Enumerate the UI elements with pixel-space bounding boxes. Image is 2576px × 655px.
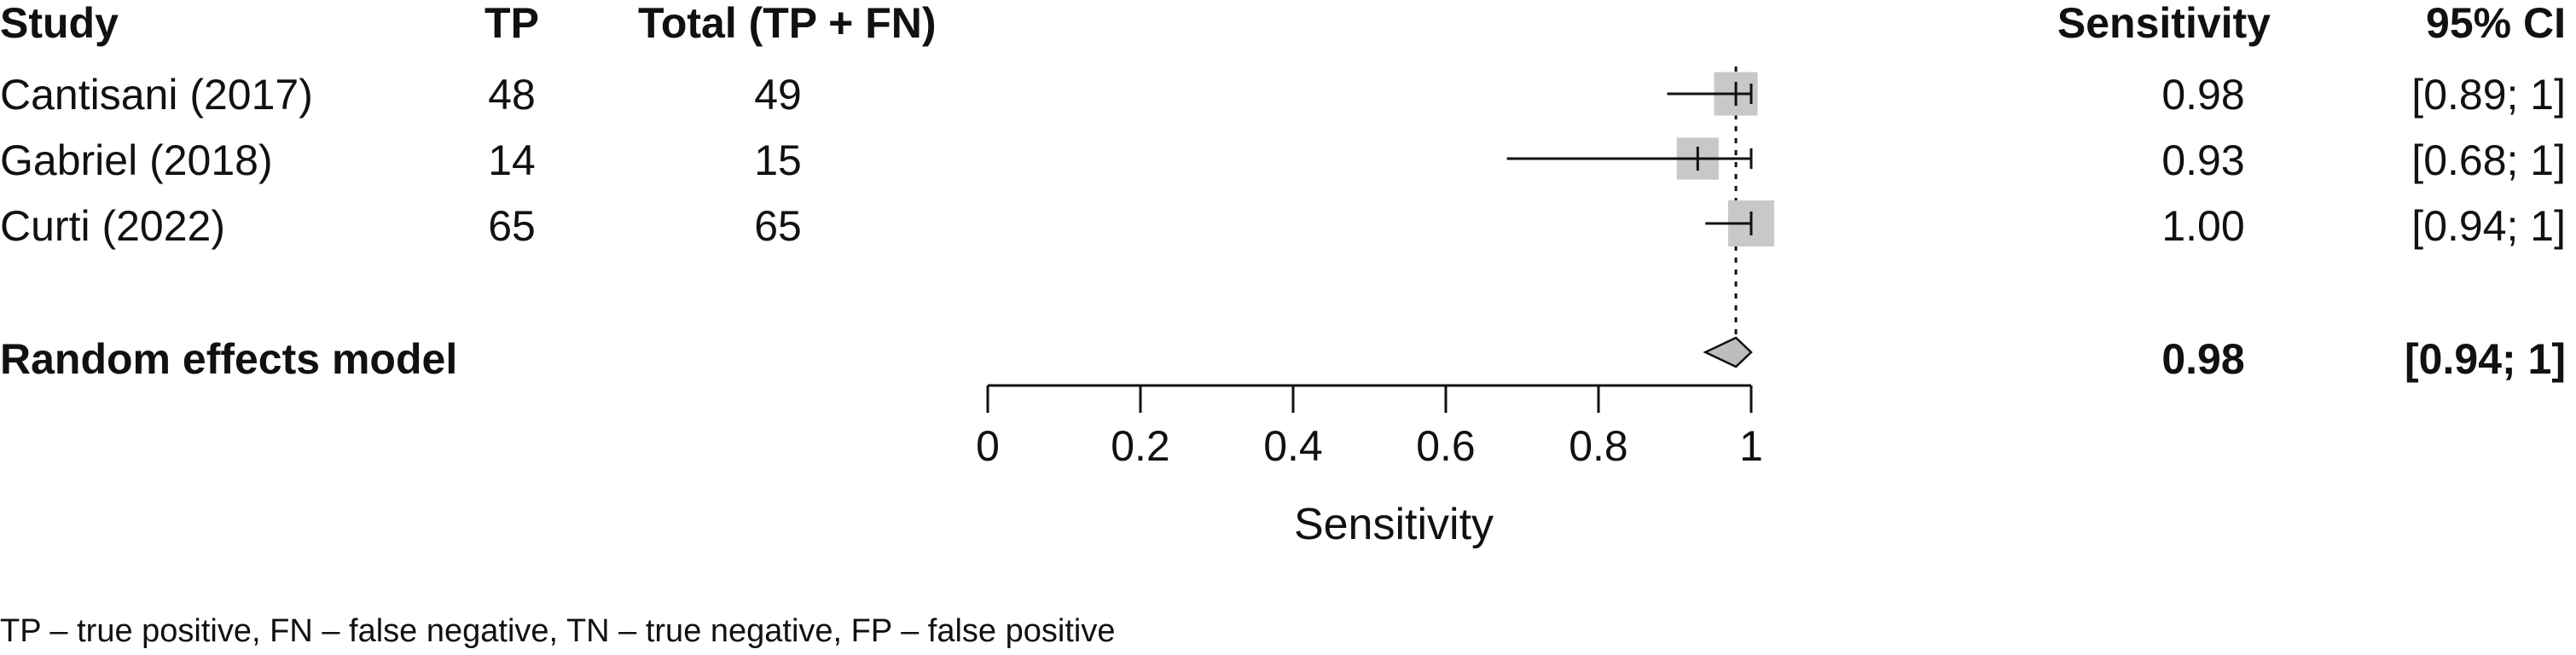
summary-diamond	[1703, 336, 1753, 368]
x-tick-label: 0.4	[1263, 422, 1323, 470]
study-ci: [0.94; 1]	[2411, 202, 2566, 250]
study-name: Gabriel (2018)	[0, 136, 273, 184]
study-tp: 14	[488, 136, 536, 184]
summary-ci: [0.94; 1]	[2405, 335, 2566, 383]
plot-area	[1506, 67, 1774, 368]
study-sensitivity: 1.00	[2161, 202, 2244, 250]
summary-label: Random effects model	[0, 335, 457, 383]
header-total: Total (TP + FN)	[638, 0, 937, 47]
x-tick-label: 0.2	[1111, 422, 1170, 470]
study-ci: [0.89; 1]	[2411, 71, 2566, 119]
header-tp: TP	[484, 0, 539, 47]
study-name: Cantisani (2017)	[0, 71, 313, 119]
study-tp: 65	[488, 202, 536, 250]
x-tick-label: 0.6	[1416, 422, 1476, 470]
x-tick-label: 0	[976, 422, 1000, 470]
study-row: Gabriel (2018) 14 15 0.93 [0.68; 1]	[0, 136, 2566, 184]
x-axis: 0 0.2 0.4 0.6 0.8 1	[976, 384, 1763, 470]
study-row: Cantisani (2017) 48 49 0.98 [0.89; 1]	[0, 71, 2566, 119]
x-tick-label: 0.8	[1569, 422, 1628, 470]
study-ci: [0.68; 1]	[2411, 136, 2566, 184]
summary-row: Random effects model 0.98 [0.94; 1]	[0, 335, 2566, 383]
study-sensitivity: 0.93	[2161, 136, 2244, 184]
study-total: 65	[754, 202, 802, 250]
header-ci: 95% CI	[2426, 0, 2566, 47]
header-study: Study	[0, 0, 119, 47]
x-tick-label: 1	[1739, 422, 1763, 470]
study-row: Curti (2022) 65 65 1.00 [0.94; 1]	[0, 202, 2566, 250]
study-name: Curti (2022)	[0, 202, 225, 250]
footnote: TP – true positive, FN – false negative,…	[0, 613, 1115, 649]
study-sensitivity: 0.98	[2161, 71, 2244, 119]
study-total: 15	[754, 136, 802, 184]
study-tp: 48	[488, 71, 536, 119]
study-total: 49	[754, 71, 802, 119]
table-header: Study TP Total (TP + FN) Sensitivity 95%…	[0, 0, 2566, 47]
summary-sensitivity: 0.98	[2161, 335, 2244, 383]
header-sensitivity: Sensitivity	[2057, 0, 2271, 47]
x-axis-label: Sensitivity	[1294, 500, 1494, 549]
